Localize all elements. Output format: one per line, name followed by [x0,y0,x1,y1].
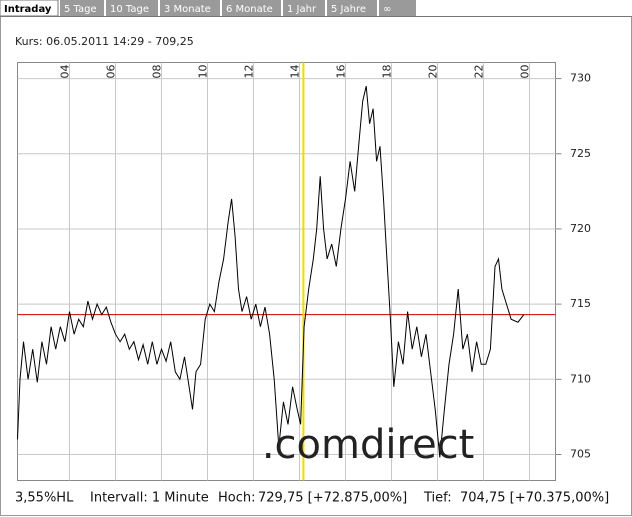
tab-label[interactable]: 5 Tage [64,4,97,15]
tab[interactable] [0,0,59,17]
x-tick-label: 10 [196,65,209,79]
y-tick-label: 715 [570,297,591,310]
tab[interactable] [160,0,220,16]
tab[interactable] [283,0,325,16]
x-tick-label: 00 [519,65,532,79]
x-tick-label: 18 [381,65,394,79]
tab[interactable] [60,0,104,16]
plot-layer [17,62,556,481]
footer-text: Hoch: [218,491,256,506]
y-tick-label: 725 [570,147,591,160]
footer-text: 704,75 [+70.375,00%] [460,491,609,506]
tab[interactable] [222,0,281,16]
x-tick-label: 20 [427,65,440,79]
x-tick-label: 08 [150,65,163,79]
tab-label[interactable]: 10 Tage [110,4,149,15]
x-tick-label: 04 [58,65,71,79]
tab-label[interactable]: 3 Monate [164,4,211,15]
footer-text: 3,55%HL [15,491,74,506]
x-tick-label: 14 [288,65,301,79]
y-tick-label: 710 [570,372,591,385]
price-line [17,85,525,458]
tab-label[interactable]: Intraday [4,4,52,15]
tab-label[interactable]: 6 Monate [226,4,273,15]
plot-area [17,62,556,481]
y-tick-label: 720 [570,222,591,235]
tab[interactable] [379,0,416,16]
y-tick-label: 705 [570,447,591,460]
watermark-direct: direct [360,422,474,468]
tab-label[interactable]: 5 Jahre [331,4,366,15]
price-info: Kurs: 06.05.2011 14:29 - 709,25 [15,35,194,48]
x-tick-label: 12 [242,65,255,79]
footer-text: 729,75 [+72.875,00%] [258,491,407,506]
tab-label[interactable]: ∞ [383,4,391,15]
x-tick-label: 06 [104,65,117,79]
x-tick-label: 16 [334,65,347,79]
tab[interactable] [106,0,158,16]
watermark-com: .com [262,422,360,468]
y-tick-label: 730 [570,72,591,85]
footer-text: Intervall: 1 Minute [90,491,209,506]
footer-text: Tief: [423,491,452,506]
tab-label[interactable]: 1 Jahr [287,4,317,15]
x-tick-label: 22 [473,65,486,79]
tab[interactable] [327,0,377,16]
